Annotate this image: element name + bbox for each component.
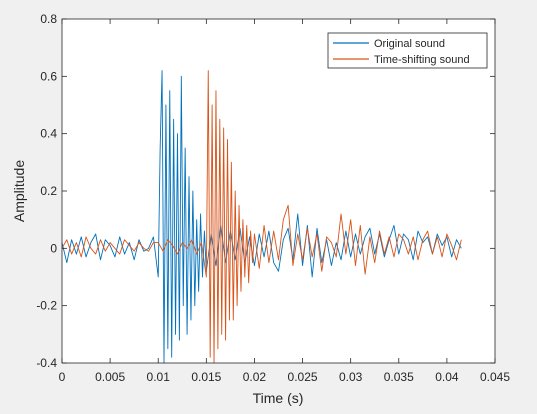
legend-box [327, 32, 488, 69]
plot-area [62, 19, 495, 363]
y-tick-label: -0.4 [36, 356, 57, 370]
x-tick-label: 0.03 [339, 370, 363, 384]
x-tick-label: 0.04 [435, 370, 459, 384]
y-tick-label: 0.6 [40, 69, 57, 83]
legend-label-1: Original sound [374, 38, 445, 50]
series-line-1 [61, 70, 462, 364]
x-tick-label: 0.045 [480, 370, 510, 384]
y-tick-label: 0.4 [40, 127, 57, 141]
x-tick-label: 0.015 [191, 370, 221, 384]
x-tick-label: 0.005 [95, 370, 125, 384]
x-tick-label: 0.01 [147, 370, 171, 384]
y-tick-label: -0.2 [36, 299, 57, 313]
y-tick-label: 0.8 [40, 12, 57, 26]
series-line-2 [61, 70, 462, 364]
legend-label-2: Time-shifting sound [374, 54, 470, 66]
x-tick-label: 0.02 [243, 370, 267, 384]
legend: Original sound Time-shifting sound [327, 32, 488, 69]
y-tick-label: 0 [50, 241, 57, 255]
x-axis-label: Time (s) [253, 390, 304, 406]
y-axis-label: Amplitude [11, 160, 27, 222]
x-tick-label: 0 [59, 370, 66, 384]
x-tick-label: 0.025 [288, 370, 318, 384]
x-tick-label: 0.035 [384, 370, 414, 384]
y-tick-label: 0.2 [40, 184, 57, 198]
